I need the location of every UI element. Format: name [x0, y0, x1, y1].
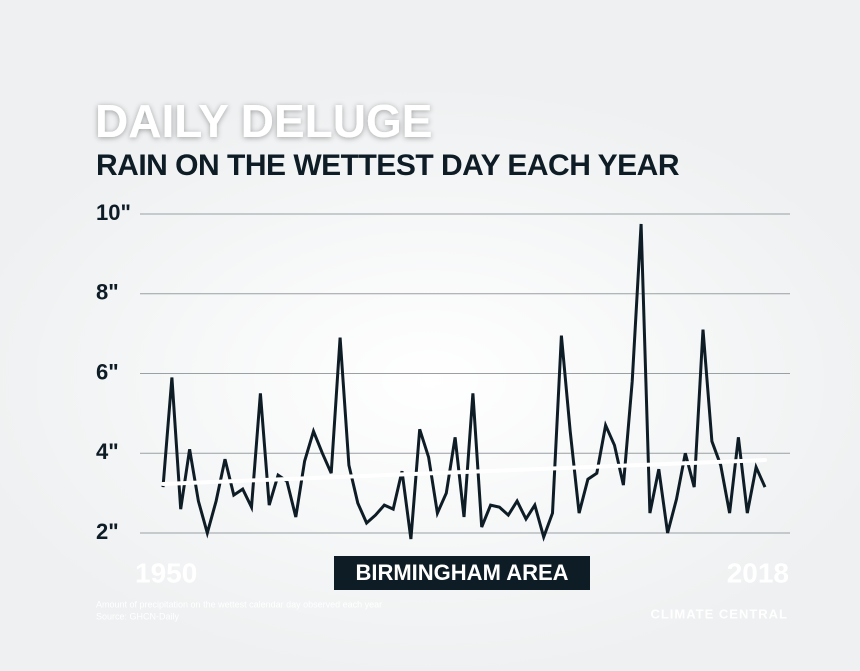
y-tick-label: 2"	[96, 519, 119, 544]
background-glow	[0, 80, 860, 671]
footnote: Source: GHCN-Daily	[96, 611, 180, 621]
trend-line	[161, 458, 767, 486]
label-box	[334, 556, 590, 590]
y-tick-label: 6"	[96, 359, 119, 384]
footnote: Amount of precipitation on the wettest c…	[96, 599, 382, 609]
area-label: BIRMINGHAM AREA	[355, 560, 568, 585]
chart-title: DAILY DELUGE	[95, 95, 432, 147]
chart-subtitle: RAIN ON THE WETTEST DAY EACH YEAR	[96, 149, 680, 182]
x-tick-label: 2018	[727, 557, 789, 588]
rain-line	[161, 223, 767, 542]
y-tick-label: 4"	[96, 439, 119, 464]
y-tick-label: 8"	[96, 280, 119, 305]
x-tick-label: 1950	[135, 557, 197, 588]
y-tick-label: 10"	[96, 200, 131, 225]
logo: CLIMATE CENTRAL	[650, 606, 788, 621]
